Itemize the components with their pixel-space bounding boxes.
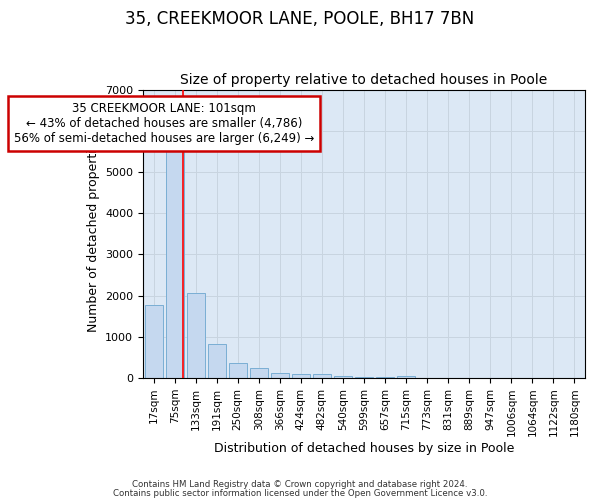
- Bar: [145, 304, 163, 378]
- Bar: [355, 376, 373, 378]
- Text: Contains public sector information licensed under the Open Government Licence v3: Contains public sector information licen…: [113, 488, 487, 498]
- Bar: [292, 374, 310, 378]
- Title: Size of property relative to detached houses in Poole: Size of property relative to detached ho…: [181, 73, 548, 87]
- Text: Contains HM Land Registry data © Crown copyright and database right 2024.: Contains HM Land Registry data © Crown c…: [132, 480, 468, 489]
- Bar: [208, 344, 226, 378]
- Text: 35, CREEKMOOR LANE, POOLE, BH17 7BN: 35, CREEKMOOR LANE, POOLE, BH17 7BN: [125, 10, 475, 28]
- Bar: [187, 293, 205, 378]
- Bar: [313, 374, 331, 378]
- Bar: [271, 372, 289, 378]
- Text: 35 CREEKMOOR LANE: 101sqm
← 43% of detached houses are smaller (4,786)
56% of se: 35 CREEKMOOR LANE: 101sqm ← 43% of detac…: [14, 102, 314, 145]
- Y-axis label: Number of detached properties: Number of detached properties: [86, 136, 100, 332]
- Bar: [376, 377, 394, 378]
- Bar: [334, 376, 352, 378]
- X-axis label: Distribution of detached houses by size in Poole: Distribution of detached houses by size …: [214, 442, 514, 455]
- Bar: [397, 376, 415, 378]
- Bar: [166, 141, 184, 378]
- Bar: [229, 363, 247, 378]
- Bar: [250, 368, 268, 378]
